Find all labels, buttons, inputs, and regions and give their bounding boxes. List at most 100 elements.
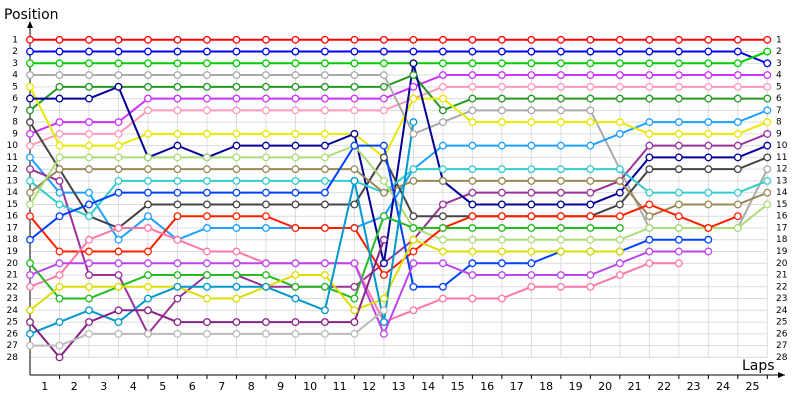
point: [527, 82, 536, 91]
point: [26, 118, 34, 127]
point: [556, 106, 565, 115]
point: [527, 165, 536, 174]
point: [586, 165, 595, 174]
y-tick-label-right: 3: [776, 59, 782, 69]
point: [85, 47, 93, 56]
point: [674, 224, 683, 232]
point: [232, 35, 241, 44]
x-tick-label: 12: [362, 380, 376, 393]
point: [261, 71, 270, 80]
point: [379, 318, 388, 327]
y-tick-label: 7: [12, 106, 18, 116]
y-tick-label-right: 23: [776, 294, 787, 304]
point: [497, 176, 506, 185]
point: [763, 200, 772, 209]
y-tick-label: 15: [7, 200, 18, 210]
point: [26, 106, 34, 115]
point: [232, 212, 241, 221]
x-tick-label: 6: [189, 380, 196, 393]
x-tick-label: 15: [451, 380, 465, 393]
point: [468, 141, 477, 150]
point: [615, 259, 624, 268]
point: [409, 47, 418, 56]
y-tick-label-right: 21: [776, 271, 787, 281]
point: [291, 165, 300, 174]
point: [261, 165, 270, 174]
point: [468, 294, 477, 303]
y-tick-label: 11: [7, 153, 18, 163]
point: [409, 235, 418, 244]
point: [527, 176, 536, 185]
point: [379, 71, 388, 80]
y-tick-label: 22: [7, 282, 18, 292]
point: [556, 47, 565, 56]
point: [674, 35, 683, 44]
point: [320, 200, 329, 209]
point: [409, 35, 418, 44]
point: [203, 212, 211, 221]
point: [497, 200, 506, 209]
point: [704, 165, 713, 174]
point: [586, 47, 595, 56]
point: [85, 118, 93, 127]
point: [527, 118, 536, 127]
point: [144, 129, 152, 138]
point: [261, 318, 270, 327]
point: [261, 106, 270, 115]
y-tick-label: 8: [12, 118, 18, 128]
point: [26, 212, 34, 221]
point: [409, 118, 418, 127]
point: [645, 129, 654, 138]
point: [350, 129, 359, 138]
point: [438, 200, 447, 209]
point: [645, 188, 654, 197]
y-tick-label: 24: [7, 306, 19, 316]
point: [615, 224, 624, 232]
x-tick-label: 1: [41, 380, 48, 393]
point: [409, 259, 418, 268]
point: [55, 82, 64, 91]
point: [615, 212, 624, 221]
point: [556, 59, 565, 68]
point: [527, 188, 536, 197]
point: [114, 188, 123, 197]
point: [26, 282, 34, 291]
point: [350, 82, 359, 91]
point: [527, 282, 536, 291]
point: [763, 165, 772, 174]
point: [615, 118, 624, 127]
point: [763, 47, 772, 56]
y-tick-label-right: 17: [776, 223, 787, 233]
point: [468, 176, 477, 185]
series-line: [29, 74, 768, 135]
point: [379, 188, 388, 197]
point: [85, 294, 93, 303]
y-tick-label: 20: [7, 259, 19, 269]
point: [527, 106, 536, 115]
point: [55, 141, 64, 150]
point: [674, 59, 683, 68]
y-tick-label-right: 12: [776, 165, 787, 175]
y-tick-label: 26: [7, 329, 19, 339]
point: [438, 141, 447, 150]
point: [556, 165, 565, 174]
point: [291, 141, 300, 150]
point: [232, 259, 241, 268]
point: [733, 212, 742, 221]
point: [586, 94, 595, 103]
y-tick-label-right: 15: [776, 200, 787, 210]
point: [497, 165, 506, 174]
point: [261, 212, 270, 221]
point: [85, 200, 93, 209]
point: [350, 259, 359, 268]
point: [674, 165, 683, 174]
point: [704, 153, 713, 162]
point: [763, 82, 772, 91]
point: [350, 318, 359, 327]
point: [556, 224, 565, 232]
series-line: [29, 144, 768, 241]
point: [173, 47, 182, 56]
point: [468, 224, 477, 232]
x-tick-label: 19: [569, 380, 583, 393]
point: [350, 306, 359, 315]
